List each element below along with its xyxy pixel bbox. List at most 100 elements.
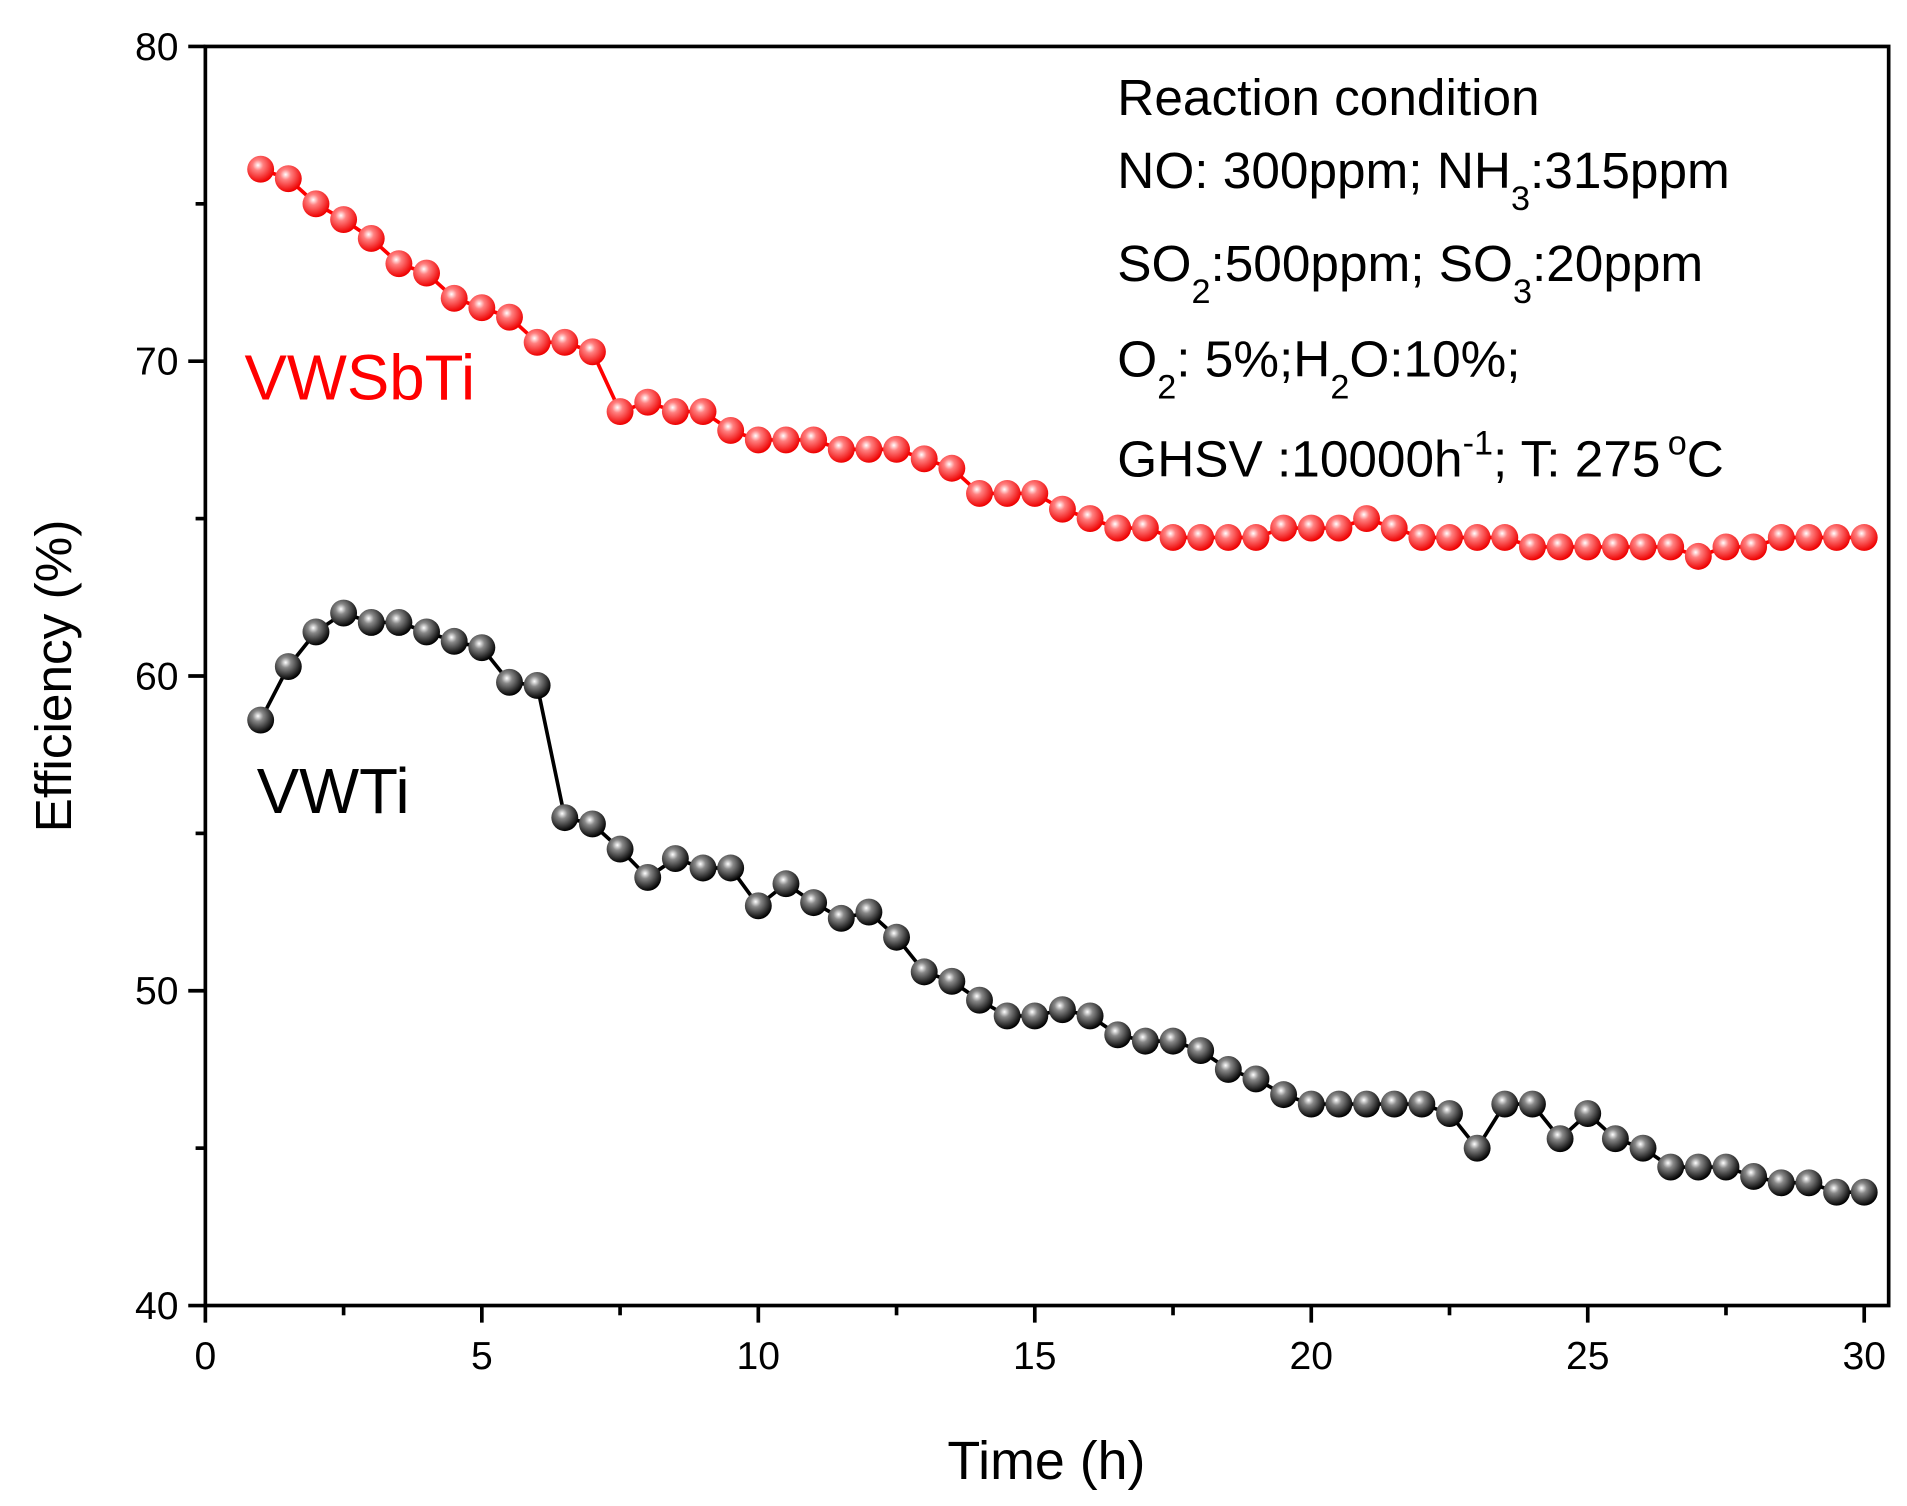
data-point — [1214, 524, 1242, 551]
annotation-title: Reaction condition — [1117, 69, 1539, 126]
data-point — [1546, 533, 1574, 561]
data-point — [1076, 505, 1104, 533]
y-tick-label: 80 — [135, 26, 179, 69]
data-point — [910, 445, 938, 473]
y-tick-label: 40 — [135, 1285, 179, 1328]
data-point — [1242, 524, 1270, 551]
data-point — [302, 618, 330, 646]
data-point — [1601, 533, 1629, 561]
data-point — [1380, 1090, 1408, 1118]
data-point — [772, 426, 800, 454]
data-point — [1767, 1169, 1795, 1197]
data-point — [1823, 524, 1851, 551]
data-point — [523, 671, 551, 699]
data-point — [1740, 533, 1768, 561]
data-point — [357, 225, 385, 252]
data-point — [1574, 533, 1602, 561]
data-point — [855, 898, 883, 926]
data-point — [1518, 1090, 1546, 1118]
data-point — [966, 986, 993, 1014]
axes: 0 5 10 15 20 25 30 40 50 60 70 80 — [135, 26, 1886, 1378]
data-point — [1076, 1002, 1104, 1030]
data-point — [1242, 1065, 1270, 1093]
x-tick-label: 20 — [1290, 1335, 1334, 1378]
data-point — [1187, 1037, 1215, 1065]
data-point — [1021, 479, 1049, 507]
data-point — [496, 668, 523, 696]
data-point — [330, 599, 358, 627]
annotation-line-3: O2: 5%;H2O:10%; — [1117, 331, 1520, 407]
series-label-vwti: VWTi — [257, 756, 410, 827]
data-point — [993, 479, 1021, 507]
data-point — [827, 435, 855, 463]
data-point — [385, 609, 413, 636]
x-tick-label: 30 — [1842, 1335, 1886, 1378]
data-point — [938, 967, 966, 995]
data-point — [468, 634, 496, 662]
data-point — [1270, 514, 1298, 542]
data-point — [717, 417, 745, 444]
data-point — [1629, 1134, 1657, 1162]
data-point — [413, 259, 440, 287]
data-point — [1021, 1002, 1049, 1030]
data-point — [689, 854, 717, 882]
data-point — [1546, 1125, 1574, 1153]
data-point — [1297, 514, 1325, 542]
data-point — [1574, 1100, 1602, 1127]
data-point — [274, 165, 302, 193]
data-point — [385, 250, 413, 278]
data-point — [606, 835, 634, 863]
data-point — [772, 870, 800, 898]
x-tick-label: 0 — [194, 1335, 216, 1378]
data-point — [551, 328, 579, 356]
data-point — [1518, 533, 1546, 561]
data-point — [1657, 1153, 1685, 1181]
data-point — [1684, 542, 1712, 570]
data-point — [496, 303, 523, 331]
data-point — [800, 889, 828, 917]
data-point — [1684, 1153, 1712, 1181]
data-point — [1325, 514, 1353, 542]
annotation-line-1: NO: 300ppm; NH3:315ppm — [1117, 142, 1729, 218]
data-point — [1048, 996, 1076, 1024]
annotation-line-2: SO2:500ppm; SO3:20ppm — [1117, 235, 1703, 311]
y-axis-title: Efficiency (%) — [25, 520, 82, 833]
data-point — [1629, 533, 1657, 561]
data-point — [330, 206, 358, 234]
data-point — [606, 398, 634, 426]
data-point — [1131, 1027, 1159, 1055]
data-point — [1491, 1090, 1519, 1118]
x-tick-label: 25 — [1566, 1335, 1610, 1378]
data-point — [357, 609, 385, 636]
data-point — [551, 804, 579, 832]
data-point — [1795, 1169, 1823, 1197]
data-point — [855, 435, 883, 463]
data-point — [800, 426, 828, 454]
data-point — [661, 845, 689, 873]
reaction-condition-annotation: Reaction condition NO: 300ppm; NH3:315pp… — [1117, 69, 1729, 488]
data-point — [302, 190, 330, 218]
data-point — [440, 627, 468, 655]
data-point — [1712, 533, 1740, 561]
data-point — [883, 923, 911, 951]
x-tick-label: 10 — [737, 1335, 781, 1378]
data-point — [1353, 1090, 1381, 1118]
data-point — [744, 892, 772, 920]
data-point — [1408, 524, 1436, 551]
data-point — [1380, 514, 1408, 542]
data-point — [247, 155, 275, 183]
data-point — [827, 904, 855, 932]
data-point — [578, 338, 606, 366]
data-point — [993, 1002, 1021, 1030]
data-point — [274, 653, 302, 680]
data-point — [661, 398, 689, 426]
data-point — [966, 479, 993, 507]
data-point — [1159, 1027, 1187, 1055]
data-point — [1187, 524, 1215, 551]
data-point — [1767, 524, 1795, 551]
data-point — [1463, 524, 1491, 551]
data-point — [1048, 495, 1076, 523]
data-point — [1850, 1178, 1878, 1206]
data-point — [1297, 1090, 1325, 1118]
